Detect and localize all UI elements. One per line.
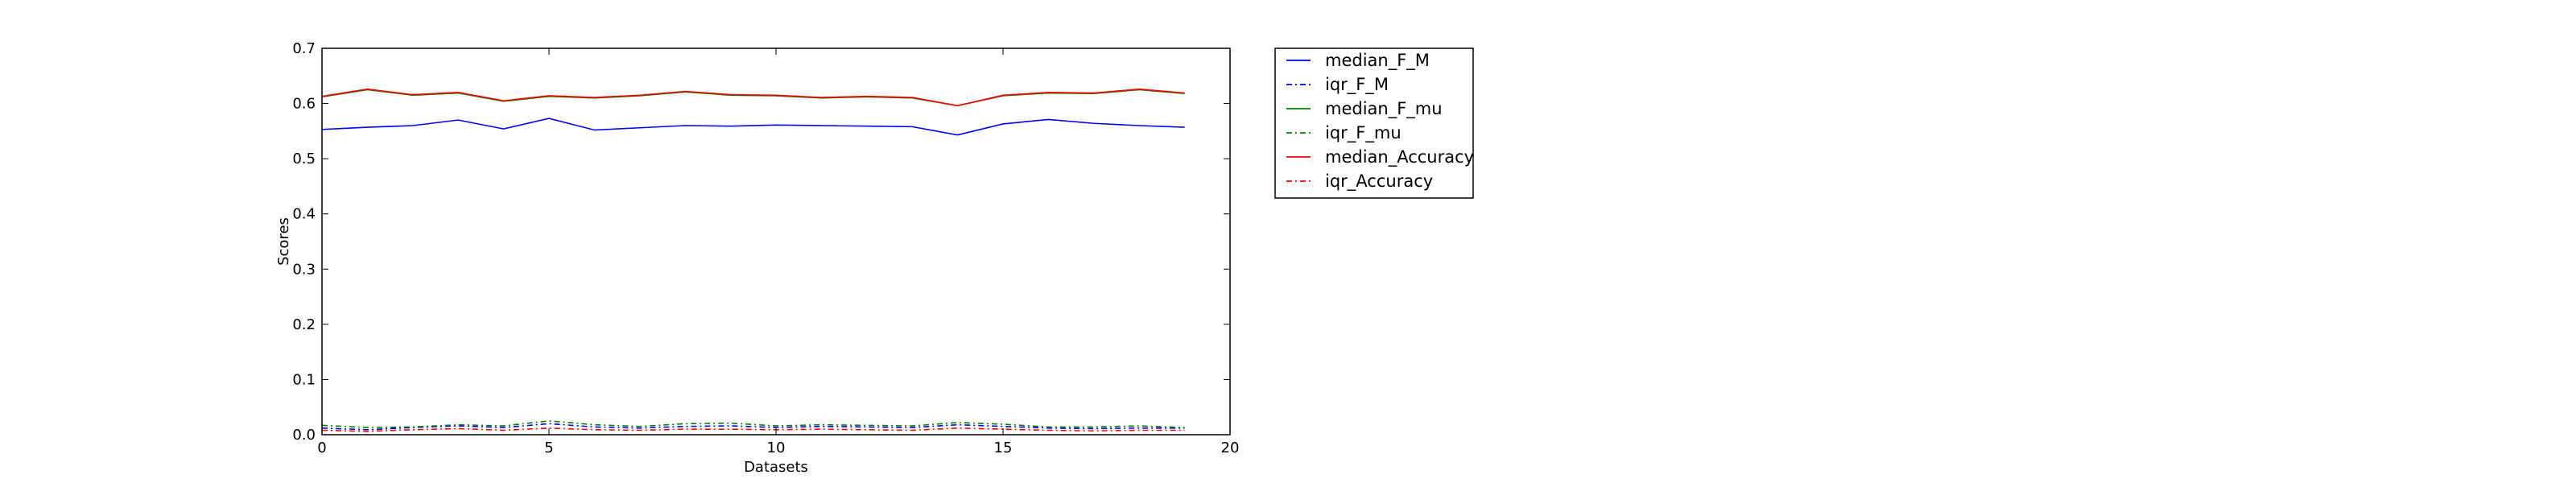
legend-entry-label: median_F_M (1325, 51, 1430, 71)
y-tick-label: 0.7 (292, 40, 316, 57)
legend-entry-label: iqr_Accuracy (1325, 171, 1433, 192)
legend-frame (1274, 47, 1474, 199)
x-tick-label: 10 (767, 440, 786, 456)
y-tick-label: 0.4 (292, 206, 316, 223)
series-line-median-accuracy (321, 88, 1185, 107)
y-axis-label: Scores (275, 217, 292, 266)
legend-entry-label: iqr_F_mu (1325, 123, 1402, 143)
series-line-iqr-accuracy (321, 427, 1185, 432)
legend-entry-label: median_F_mu (1325, 99, 1443, 119)
y-tick-label: 0.5 (292, 151, 316, 167)
plot-area-frame (321, 47, 1231, 436)
x-tick-label: 0 (317, 440, 326, 456)
series-line-iqr-f-mu (321, 420, 1185, 428)
y-tick-label: 0.0 (292, 427, 316, 444)
x-tick-label: 20 (1221, 440, 1240, 456)
series-line-median-f-m (321, 118, 1185, 136)
legend-entry-label: median_Accuracy (1325, 147, 1474, 167)
y-tick-label: 0.3 (292, 261, 316, 278)
x-tick-label: 5 (544, 440, 553, 456)
y-tick-label: 0.1 (292, 371, 316, 388)
x-tick-label: 15 (994, 440, 1013, 456)
y-tick-label: 0.2 (292, 316, 316, 333)
series-layer (321, 88, 1185, 432)
legend-entry-label: iqr_F_M (1325, 75, 1389, 95)
axis-ticks: 0 5 10 15 20 0.0 0.1 0.2 0.3 0.4 0.5 0.6 0.7 (292, 40, 1239, 456)
legend: median_F_M iqr_F_M median_F_mu iqr_F_mumedi… (1274, 47, 1474, 199)
x-axis-label: Datasets (744, 459, 808, 476)
y-tick-label: 0.6 (292, 96, 316, 113)
